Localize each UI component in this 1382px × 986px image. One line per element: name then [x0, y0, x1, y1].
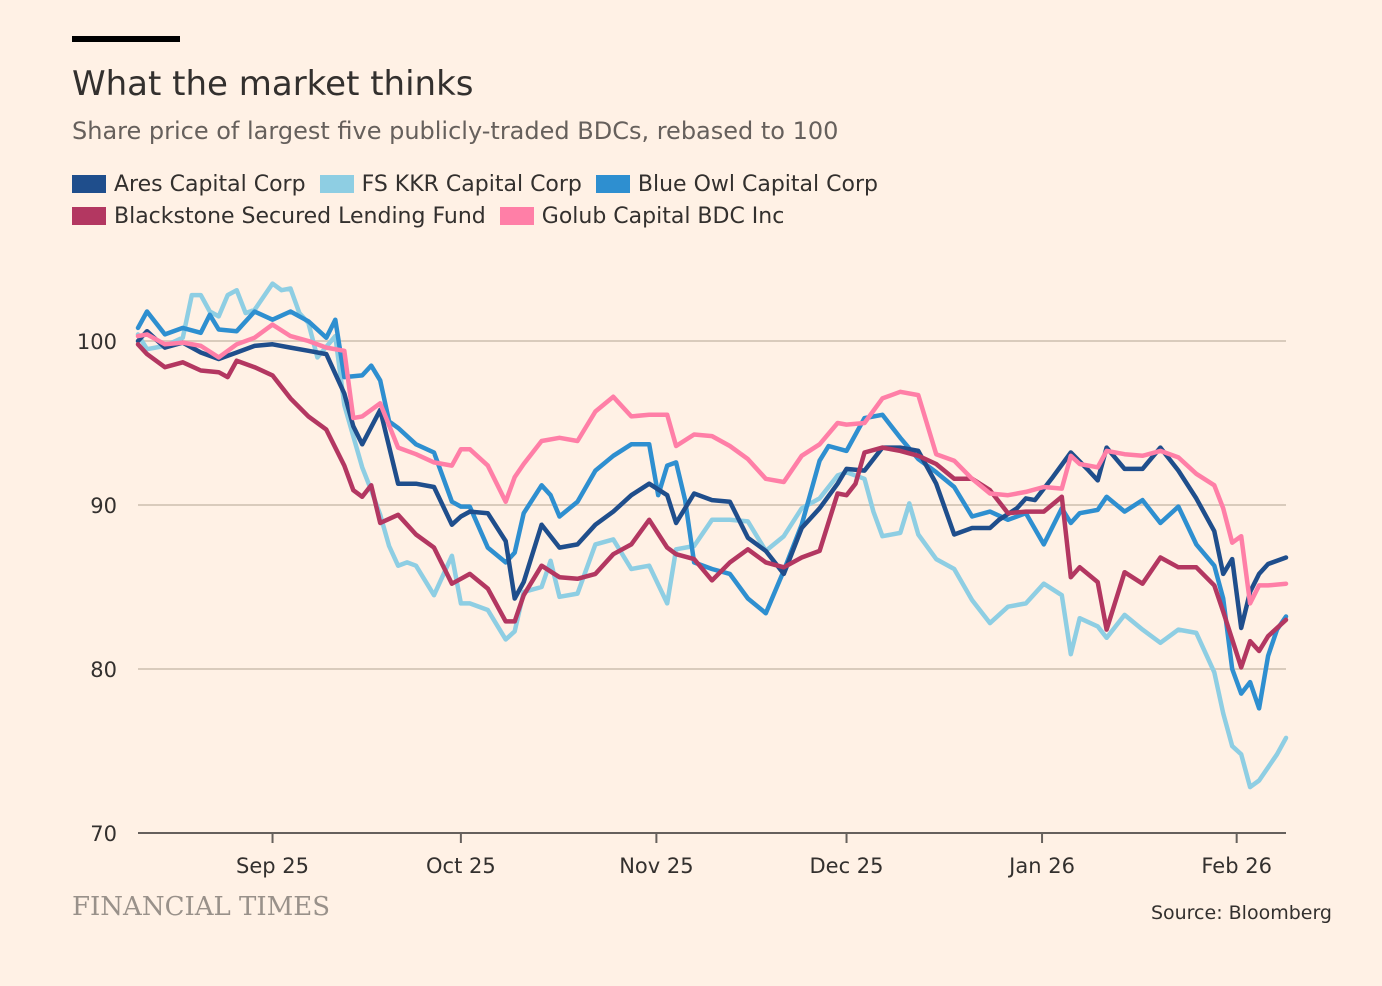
- x-axis: Sep 25 Oct 25 Nov 25 Dec 25 Jan 26 Feb 26: [138, 832, 1286, 878]
- x-tick-label-4: Jan 26: [1007, 854, 1075, 878]
- legend-swatch-blue-owl: [595, 175, 630, 193]
- legend-label-blue-owl: Blue Owl Capital Corp: [637, 171, 878, 197]
- legend-label-blackstone: Blackstone Secured Lending Fund: [114, 203, 486, 229]
- legend-item-fskkr: FS KKR Capital Corp: [319, 171, 582, 197]
- legend-swatch-fskkr: [319, 175, 354, 193]
- chart-title: What the market thinks: [72, 64, 474, 104]
- source-note: Source: Bloomberg: [1150, 902, 1332, 924]
- series-line-golub-capital-bdc-inc: [135, 322, 1289, 606]
- x-tick-label-0: Sep 25: [236, 854, 309, 878]
- series-line-ares-capital-corp: [135, 328, 1289, 631]
- series-line-blue-owl-capital-corp: [135, 309, 1289, 711]
- series-lines: [135, 281, 1289, 790]
- legend-item-blackstone: Blackstone Secured Lending Fund: [72, 204, 486, 229]
- x-tick-label-3: Dec 25: [810, 854, 884, 878]
- y-tick-label-90: 90: [90, 494, 117, 518]
- legend-row-2: Blackstone Secured Lending Fund Golub Ca…: [72, 200, 1072, 232]
- ft-logo: FINANCIAL TIMES: [72, 892, 331, 922]
- legend-swatch-golub: [499, 207, 534, 225]
- legend-item-blue-owl: Blue Owl Capital Corp: [595, 171, 878, 197]
- legend-label-golub: Golub Capital BDC Inc: [541, 203, 785, 229]
- y-tick-label-100: 100: [77, 330, 117, 354]
- y-tick-label-70: 70: [90, 822, 117, 846]
- legend-label-ares: Ares Capital Corp: [114, 171, 306, 197]
- legend-swatch-blackstone: [72, 207, 106, 225]
- legend-item-golub: Golub Capital BDC Inc: [499, 203, 785, 229]
- x-tick-label-1: Oct 25: [426, 854, 496, 878]
- legend-row-1: Ares Capital Corp FS KKR Capital Corp Bl…: [72, 168, 1072, 200]
- y-tick-label-80: 80: [90, 658, 117, 682]
- series-line-fs-kkr-capital-corp: [135, 281, 1289, 790]
- x-tick-label-5: Feb 26: [1201, 854, 1272, 878]
- legend: Ares Capital Corp FS KKR Capital Corp Bl…: [72, 168, 1072, 232]
- series-line-blackstone-secured-lending-fund: [135, 342, 1289, 670]
- y-axis-labels: 70 80 90 100: [77, 330, 117, 846]
- legend-item-ares: Ares Capital Corp: [72, 172, 306, 197]
- chart-subtitle: Share price of largest five publicly-tra…: [72, 117, 839, 145]
- header-accent-bar: [72, 36, 180, 42]
- legend-label-fskkr: FS KKR Capital Corp: [361, 171, 582, 197]
- x-tick-label-2: Nov 25: [619, 854, 693, 878]
- legend-swatch-ares: [72, 175, 106, 193]
